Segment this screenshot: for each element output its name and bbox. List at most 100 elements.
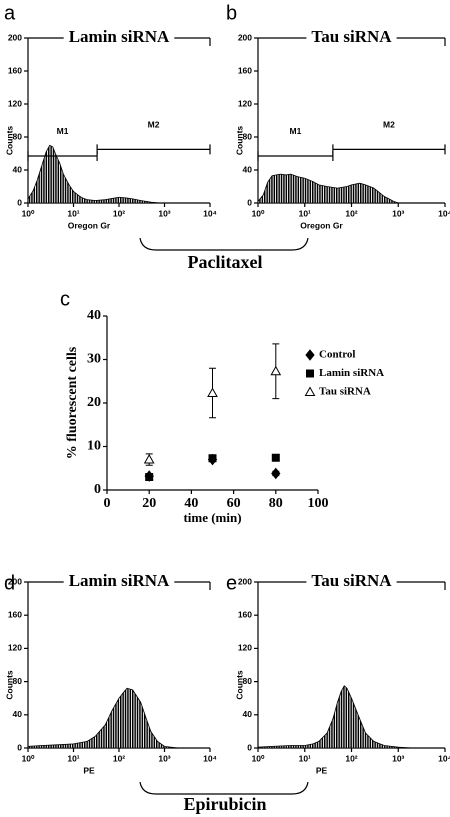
y-tick-label: 160 — [238, 609, 252, 619]
histogram — [27, 687, 179, 749]
y-tick-label: 0 — [94, 482, 101, 497]
y-tick-label: 0 — [17, 197, 22, 207]
marker — [270, 365, 282, 376]
y-tick-label: 0 — [247, 197, 252, 207]
gate-label: M2 — [383, 120, 395, 130]
y-tick-label: 160 — [238, 65, 252, 75]
y-tick-label: 30 — [87, 352, 101, 367]
marker — [145, 472, 154, 481]
panel-label: c — [60, 288, 70, 310]
y-tick-label: 40 — [243, 164, 253, 174]
chart-title: Lamin siRNA — [69, 571, 170, 590]
chart-title: Lamin siRNA — [69, 27, 170, 46]
x-tick-label: 10⁴ — [203, 208, 217, 218]
y-tick-label: 0 — [247, 742, 252, 752]
x-tick-label: 10² — [345, 753, 357, 763]
y-tick-label: 80 — [243, 131, 253, 141]
x-tick-label: 10¹ — [67, 753, 79, 763]
x-tick-label: 40 — [184, 496, 198, 511]
y-tick-label: 40 — [13, 164, 23, 174]
panel-label: d — [4, 572, 15, 594]
gate-label: M2 — [148, 120, 160, 130]
marker — [271, 453, 280, 462]
y-axis-label: Counts — [4, 126, 14, 156]
y-tick-label: 40 — [13, 709, 23, 719]
y-tick-label: 80 — [13, 676, 23, 686]
x-tick-label: 10² — [113, 208, 125, 218]
y-tick-label: 120 — [8, 98, 22, 108]
x-tick-label: 10³ — [158, 208, 170, 218]
histogram — [257, 173, 399, 204]
gate-label: M1 — [290, 126, 302, 136]
legend-label: Control — [319, 349, 355, 361]
bracket — [139, 237, 309, 251]
legend-marker — [306, 369, 314, 378]
y-tick-label: 40 — [87, 308, 101, 323]
x-tick-label: 10³ — [158, 753, 170, 763]
gate-label: M1 — [57, 126, 69, 136]
x-tick-label: 10² — [345, 208, 357, 218]
legend-label: Lamin siRNA — [319, 367, 384, 379]
x-tick-label: 10⁰ — [22, 208, 35, 218]
x-tick-label: 0 — [104, 496, 111, 511]
x-tick-label: 10³ — [392, 753, 404, 763]
y-tick-label: 120 — [238, 643, 252, 653]
y-tick-label: 10 — [87, 439, 101, 454]
x-axis-label: PE — [83, 765, 95, 775]
x-axis-label: time (min) — [183, 510, 241, 525]
annotation: Epirubicin — [183, 794, 266, 814]
y-tick-label: 0 — [17, 742, 22, 752]
legend-marker — [305, 349, 315, 361]
x-tick-label: 10⁴ — [438, 753, 450, 763]
x-tick-label: 10⁰ — [22, 753, 35, 763]
chart-title: Tau siRNA — [311, 27, 392, 46]
y-tick-label: 200 — [8, 576, 22, 586]
legend-label: Tau siRNA — [319, 386, 371, 398]
panel-label: e — [226, 572, 237, 594]
bracket — [139, 781, 309, 795]
y-tick-label: 80 — [13, 131, 23, 141]
y-tick-label: 120 — [8, 643, 22, 653]
x-tick-label: 10⁴ — [203, 753, 217, 763]
marker — [143, 454, 155, 464]
y-tick-label: 200 — [8, 32, 22, 42]
x-tick-label: 100 — [308, 496, 329, 511]
y-tick-label: 80 — [243, 676, 253, 686]
panel-label: a — [4, 2, 16, 24]
x-tick-label: 10⁰ — [252, 208, 265, 218]
x-axis-label: Oregon Gr — [68, 220, 111, 230]
y-tick-label: 200 — [238, 576, 252, 586]
legend-marker — [304, 386, 316, 396]
y-axis-label: Counts — [234, 670, 244, 700]
y-tick-label: 160 — [8, 65, 22, 75]
chart-title: Tau siRNA — [311, 571, 392, 590]
x-tick-label: 10⁰ — [252, 753, 265, 763]
x-tick-label: 10¹ — [299, 753, 311, 763]
x-tick-label: 20 — [142, 496, 156, 511]
x-tick-label: 10² — [113, 753, 125, 763]
y-axis-label: Counts — [234, 126, 244, 156]
x-tick-label: 60 — [227, 496, 241, 511]
x-axis-label: Oregon Gr — [300, 220, 343, 230]
x-axis-label: PE — [316, 765, 328, 775]
histogram — [27, 144, 165, 204]
y-tick-label: 200 — [238, 32, 252, 42]
y-axis-label: % fluorescent cells — [65, 346, 80, 459]
y-axis-label: Counts — [4, 670, 14, 700]
x-tick-label: 10³ — [392, 208, 404, 218]
y-tick-label: 20 — [87, 395, 101, 410]
histogram — [257, 685, 413, 749]
marker — [271, 467, 281, 480]
y-tick-label: 40 — [243, 709, 253, 719]
x-tick-label: 10¹ — [67, 208, 79, 218]
marker — [207, 387, 218, 397]
y-tick-label: 120 — [238, 98, 252, 108]
x-tick-label: 10¹ — [299, 208, 311, 218]
panel-label: b — [226, 2, 237, 24]
x-tick-label: 10⁴ — [438, 208, 450, 218]
x-tick-label: 80 — [269, 496, 283, 511]
marker — [208, 454, 217, 463]
y-tick-label: 160 — [8, 609, 22, 619]
annotation: Paclitaxel — [188, 252, 263, 272]
